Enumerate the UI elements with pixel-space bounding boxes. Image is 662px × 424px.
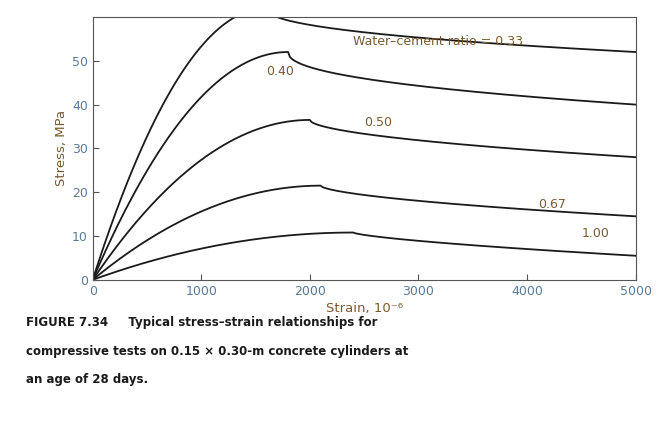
Text: Water–cement ratio = 0.33: Water–cement ratio = 0.33 (354, 35, 523, 47)
Text: 0.67: 0.67 (538, 198, 566, 211)
Y-axis label: Stress, MPa: Stress, MPa (55, 110, 68, 187)
Text: 0.50: 0.50 (364, 116, 392, 128)
Text: 1.00: 1.00 (581, 227, 609, 240)
Text: Typical stress–strain relationships for: Typical stress–strain relationships for (116, 316, 377, 329)
Text: FIGURE 7.34: FIGURE 7.34 (26, 316, 109, 329)
Text: an age of 28 days.: an age of 28 days. (26, 373, 148, 386)
Text: compressive tests on 0.15 × 0.30-m concrete cylinders at: compressive tests on 0.15 × 0.30-m concr… (26, 345, 409, 358)
Text: 0.40: 0.40 (266, 65, 295, 78)
X-axis label: Strain, 10⁻⁶: Strain, 10⁻⁶ (326, 302, 402, 315)
